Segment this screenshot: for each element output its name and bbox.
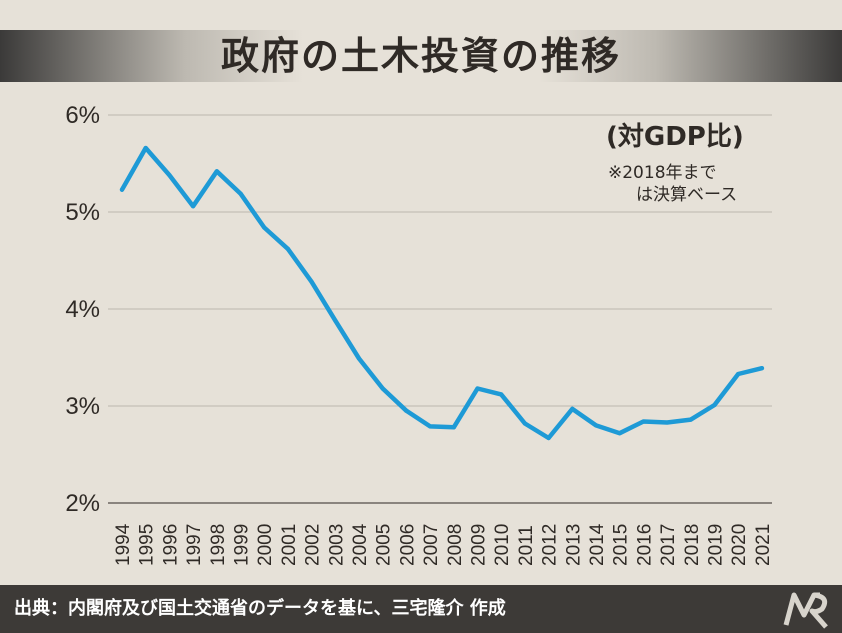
y-tick-label: 2% — [65, 490, 100, 517]
x-tick-label: 2010 — [492, 524, 513, 566]
y-tick-labels: 2% 3% 4% 5% 6% — [65, 102, 100, 517]
grid-lines — [108, 114, 772, 504]
x-tick-label: 2006 — [397, 524, 418, 566]
x-tick-label: 1997 — [184, 524, 205, 566]
chart-title: 政府の土木投資の推移 — [220, 34, 621, 78]
mr-logo-icon — [783, 592, 828, 629]
data-point — [404, 408, 409, 413]
data-point — [688, 417, 693, 422]
x-tick-label: 1999 — [232, 524, 253, 566]
x-tick-label: 2005 — [374, 524, 395, 566]
unit-label: (対GDP比) — [606, 122, 744, 152]
x-tick-label: 2003 — [326, 524, 347, 566]
x-tick-label: 2012 — [540, 524, 561, 566]
x-tick-label: 2011 — [516, 525, 537, 566]
series-line — [119, 145, 765, 441]
x-tick-label: 2002 — [303, 524, 324, 566]
data-point — [120, 187, 124, 192]
data-point — [499, 392, 504, 397]
x-tick-label: 1998 — [208, 524, 229, 566]
x-tick-label: 2008 — [445, 524, 466, 566]
x-tick-label: 2013 — [563, 524, 584, 566]
source-text: 出典：内閣府及び国土交通省のデータを基に、三宅隆介 作成 — [14, 598, 506, 619]
data-point — [451, 425, 456, 430]
data-point — [617, 431, 622, 436]
x-tick-label: 1994 — [113, 523, 134, 566]
data-point — [428, 424, 433, 429]
note-line-1: ※2018年まで — [608, 163, 717, 183]
title-band — [0, 30, 842, 82]
data-point — [522, 421, 527, 426]
x-tick-label: 2017 — [658, 524, 679, 566]
x-tick-label: 2019 — [706, 524, 727, 566]
x-tick-label: 2020 — [729, 524, 750, 566]
data-point — [309, 279, 314, 284]
data-point — [570, 406, 575, 411]
x-tick-label: 1996 — [160, 524, 181, 566]
data-point — [357, 356, 361, 361]
line-chart: 2%3%4%5%6% 1994 1995 1996 1997 1998 1999 2000 2… — [65, 102, 774, 566]
data-point — [594, 423, 598, 428]
data-point — [380, 386, 385, 391]
x-tick-label: 2000 — [255, 524, 276, 566]
footer-bar: 出典：内閣府及び国土交通省のデータを基に、三宅隆介 作成 — [0, 585, 842, 633]
data-point — [262, 225, 267, 230]
data-point — [665, 420, 670, 425]
y-tick-label: 3% — [65, 393, 100, 420]
data-point — [285, 246, 290, 251]
data-point — [333, 318, 338, 323]
x-tick-label: 2014 — [587, 523, 608, 566]
x-tick-label: 2009 — [469, 524, 490, 566]
y-tick-label: 5% — [65, 199, 100, 226]
data-point — [167, 173, 172, 178]
x-tick-label: 2015 — [611, 524, 632, 566]
data-point — [475, 386, 480, 391]
data-point — [191, 204, 196, 209]
y-tick-label: 4% — [65, 296, 100, 323]
data-point — [736, 371, 741, 376]
series-layer — [119, 145, 765, 441]
data-point — [712, 403, 717, 408]
x-tick-label: 2007 — [421, 524, 442, 566]
y-tick-label: 6% — [65, 102, 100, 129]
x-tick-label: 2004 — [350, 523, 371, 566]
data-point — [143, 145, 148, 150]
data-point — [546, 436, 551, 441]
data-point — [641, 419, 646, 424]
x-tick-label: 2016 — [634, 524, 655, 566]
note-line-2: は決算ベース — [636, 185, 738, 205]
x-tick-label: 1995 — [137, 524, 158, 566]
x-tick-labels: 1994 1995 1996 1997 1998 1999 2000 2001 2002 2003… — [113, 523, 774, 566]
data-point — [238, 191, 243, 196]
note-text: ※2018年まで は決算ベース — [608, 162, 768, 206]
x-tick-label: 2018 — [682, 524, 703, 566]
x-tick-label: 2001 — [279, 524, 300, 566]
x-tick-label: 2021 — [753, 524, 774, 566]
data-point — [759, 366, 764, 371]
data-point — [214, 169, 219, 174]
